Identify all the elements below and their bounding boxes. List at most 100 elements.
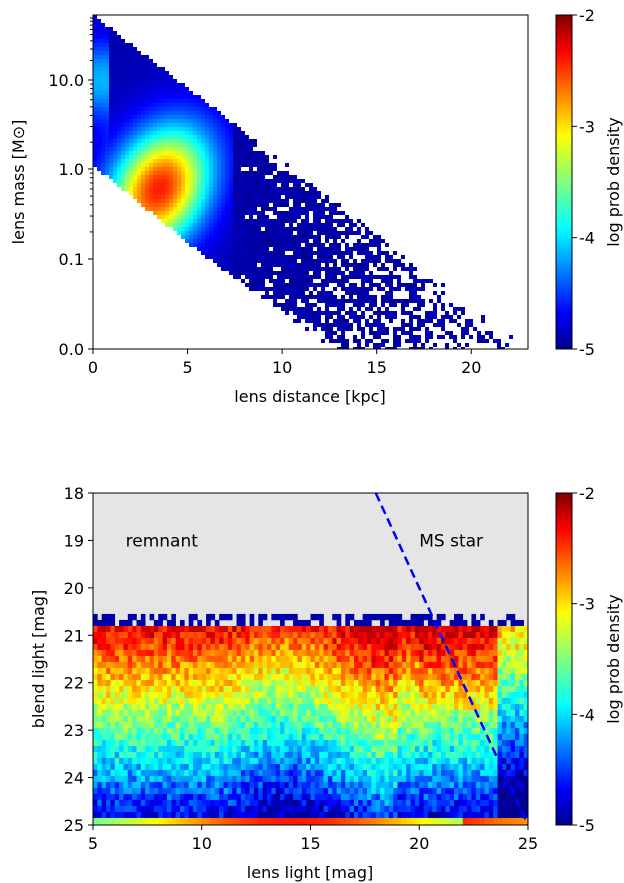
heatmap-cell: [125, 75, 129, 79]
heatmap-cell: [201, 183, 205, 187]
heatmap-cell: [153, 63, 157, 67]
heatmap-cell: [176, 632, 181, 638]
heatmap-cell: [328, 794, 333, 800]
heatmap-cell: [249, 271, 253, 275]
heatmap-cell: [176, 758, 181, 764]
heatmap-cell: [245, 271, 249, 275]
heatmap-cell: [163, 746, 168, 752]
heatmap-cell: [280, 650, 285, 656]
heatmap-cell: [217, 235, 221, 239]
heatmap-cell: [177, 199, 181, 203]
heatmap-cell: [173, 99, 177, 103]
heatmap-cell: [354, 740, 359, 746]
heatmap-cell: [319, 776, 324, 782]
heatmap-cell: [367, 740, 372, 746]
heatmap-cell: [241, 191, 245, 195]
heatmap-cell: [228, 680, 233, 686]
heatmap-cell: [217, 243, 221, 247]
heatmap-cell: [145, 722, 150, 728]
heatmap-cell: [106, 782, 111, 788]
heatmap-cell: [113, 47, 117, 51]
heatmap-cell: [123, 758, 128, 764]
heatmap-cell: [309, 275, 313, 279]
heatmap-cell: [180, 794, 185, 800]
heatmap-cell: [477, 335, 481, 339]
heatmap-cell: [265, 291, 269, 295]
heatmap-cell: [241, 722, 246, 728]
heatmap-cell: [245, 632, 250, 638]
heatmap-cell: [106, 812, 111, 818]
heatmap-cell: [271, 716, 276, 722]
heatmap-cell: [337, 279, 341, 283]
heatmap-cell: [176, 740, 181, 746]
heatmap-cell: [97, 51, 101, 55]
heatmap-cell: [305, 279, 309, 283]
heatmap-cell: [171, 632, 176, 638]
heatmap-cell: [153, 111, 157, 115]
heatmap-cell: [293, 662, 298, 668]
heatmap-cell: [180, 710, 185, 716]
heatmap-cell: [132, 806, 137, 812]
heatmap-cell: [209, 179, 213, 183]
heatmap-cell: [221, 251, 225, 255]
heatmap-cell: [305, 283, 309, 287]
heatmap-cell: [141, 131, 145, 135]
heatmap-cell: [102, 632, 107, 638]
heatmap-cell: [363, 686, 368, 692]
heatmap-cell: [225, 255, 229, 259]
heatmap-cell: [149, 87, 153, 91]
heatmap-cell: [265, 231, 269, 235]
heatmap-cell: [189, 650, 194, 656]
heatmap-cell: [193, 716, 198, 722]
heatmap-cell: [115, 638, 120, 644]
heatmap-cell: [324, 710, 329, 716]
heatmap-cell: [189, 183, 193, 187]
heatmap-cell: [132, 788, 137, 794]
heatmap-cell: [217, 123, 221, 127]
heatmap-cell: [93, 644, 98, 650]
heatmap-cell: [215, 632, 220, 638]
heatmap-cell: [315, 668, 320, 674]
heatmap-cell: [193, 638, 198, 644]
heatmap-cell: [350, 770, 355, 776]
heatmap-cell: [129, 79, 133, 83]
heatmap-cell: [149, 139, 153, 143]
heatmap-cell: [137, 800, 142, 806]
heatmap-cell: [185, 183, 189, 187]
heatmap-cell: [367, 818, 372, 824]
heatmap-cell: [221, 127, 225, 131]
heatmap-cell: [313, 275, 317, 279]
heatmap-cell: [193, 788, 198, 794]
heatmap-cell: [319, 710, 324, 716]
heatmap-cell: [181, 203, 185, 207]
heatmap-cell: [289, 662, 294, 668]
heatmap-cell: [117, 167, 121, 171]
heatmap-cell: [289, 638, 294, 644]
heatmap-cell: [137, 151, 141, 155]
heatmap-cell: [209, 195, 213, 199]
heatmap-cell: [317, 239, 321, 243]
heatmap-cell: [237, 167, 241, 171]
heatmap-cell: [110, 740, 115, 746]
heatmap-cell: [253, 251, 257, 255]
heatmap-cell: [371, 668, 376, 674]
heatmap-cell: [145, 632, 150, 638]
heatmap-cell: [193, 650, 198, 656]
heatmap-cell: [313, 287, 317, 291]
heatmap-cell: [277, 251, 281, 255]
heatmap-cell: [219, 686, 224, 692]
heatmap-cell: [254, 740, 259, 746]
heatmap-cell: [289, 279, 293, 283]
heatmap-cell: [397, 299, 401, 303]
heatmap-cell: [225, 215, 229, 219]
heatmap-cell: [119, 812, 124, 818]
heatmap-cell: [493, 339, 497, 343]
heatmap-cell: [189, 692, 194, 698]
heatmap-cell: [250, 704, 255, 710]
heatmap-cell: [213, 259, 217, 263]
heatmap-cell: [93, 776, 98, 782]
heatmap-cell: [177, 95, 181, 99]
heatmap-cell: [245, 235, 249, 239]
heatmap-cell: [125, 143, 129, 147]
heatmap-cell: [150, 818, 155, 824]
